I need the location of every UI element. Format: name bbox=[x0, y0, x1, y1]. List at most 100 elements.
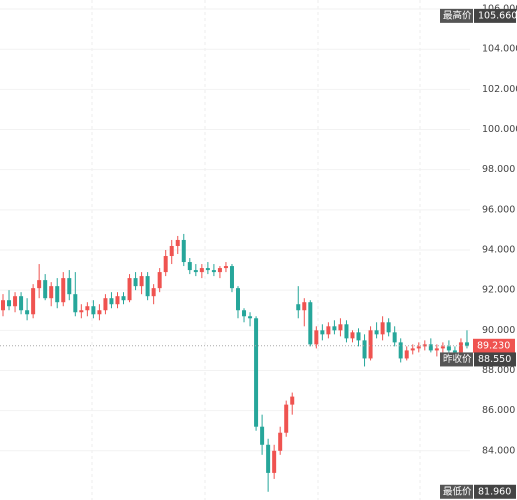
candle-body bbox=[302, 302, 307, 311]
candle-body bbox=[199, 268, 204, 273]
candle-body bbox=[404, 350, 409, 359]
marker-value-box bbox=[474, 484, 516, 499]
candle-body bbox=[320, 330, 325, 335]
marker-name: 最低价 bbox=[443, 485, 472, 497]
candle-body bbox=[242, 310, 247, 317]
last-price-box bbox=[473, 338, 515, 353]
candle-body bbox=[103, 298, 108, 311]
candle-body bbox=[440, 346, 445, 349]
marker-name-box bbox=[440, 8, 473, 23]
candle-body bbox=[254, 318, 259, 427]
candle-body bbox=[452, 350, 457, 353]
candle-body bbox=[49, 286, 54, 299]
candle-body bbox=[416, 346, 421, 349]
y-tick-label: 102.000 bbox=[482, 84, 517, 95]
candle-body bbox=[175, 239, 180, 246]
candle-body bbox=[344, 324, 349, 339]
candle-body bbox=[428, 344, 433, 351]
candle-body bbox=[266, 444, 271, 473]
candle-body bbox=[392, 332, 397, 343]
candle-body bbox=[314, 330, 319, 345]
candle-body bbox=[434, 348, 439, 351]
candle-body bbox=[91, 306, 96, 315]
candle-body bbox=[61, 278, 66, 303]
candle-body bbox=[67, 278, 72, 295]
candle-body bbox=[1, 300, 5, 311]
last-price-label: 89.230 bbox=[477, 340, 510, 351]
y-tick-label: 104.000 bbox=[482, 44, 517, 55]
y-tick-label: 88.000 bbox=[482, 365, 515, 376]
candle-body bbox=[296, 304, 301, 311]
candle-body bbox=[13, 296, 18, 307]
candle-body bbox=[422, 344, 427, 347]
marker-value-box bbox=[474, 352, 516, 367]
candle-body bbox=[386, 322, 391, 333]
candle-body bbox=[229, 266, 234, 289]
candle-body bbox=[25, 310, 30, 315]
candle-body bbox=[446, 346, 451, 351]
candle-body bbox=[236, 288, 240, 311]
y-tick-label: 98.000 bbox=[482, 164, 515, 175]
y-tick-label: 94.000 bbox=[482, 245, 515, 256]
candle-body bbox=[97, 310, 102, 315]
marker-value: 105.660 bbox=[478, 10, 517, 21]
candle-body bbox=[356, 332, 361, 341]
candle-body bbox=[380, 322, 385, 335]
candle-body bbox=[217, 268, 222, 273]
candle-body bbox=[73, 294, 78, 313]
candle-body bbox=[19, 296, 24, 311]
candle-body bbox=[248, 316, 253, 319]
candle-body bbox=[31, 288, 36, 315]
marker-name-box bbox=[440, 484, 473, 499]
candle-body bbox=[193, 270, 198, 273]
candle-body bbox=[223, 266, 228, 269]
candle-body bbox=[115, 296, 120, 305]
marker-name: 昨收价 bbox=[443, 353, 472, 365]
candle-body bbox=[362, 340, 367, 359]
candle-body bbox=[338, 324, 343, 331]
candle-body bbox=[55, 286, 60, 303]
y-tick-label: 96.000 bbox=[482, 204, 515, 215]
candle-body bbox=[398, 342, 403, 359]
y-tick-label: 100.000 bbox=[482, 124, 517, 135]
candle-body bbox=[79, 310, 84, 313]
candle-body bbox=[211, 270, 216, 273]
marker-value: 88.550 bbox=[478, 354, 511, 365]
candle-body bbox=[169, 245, 174, 257]
candle-body bbox=[157, 272, 162, 289]
candle-body bbox=[350, 332, 355, 339]
y-tick-label: 90.000 bbox=[482, 325, 515, 336]
candle-body bbox=[121, 296, 126, 301]
marker-name: 最高价 bbox=[443, 9, 472, 21]
y-tick-label: 84.000 bbox=[482, 445, 515, 456]
candle-body bbox=[85, 306, 90, 311]
marker-name-box bbox=[440, 352, 473, 367]
candle-body bbox=[464, 342, 469, 346]
vertical-grid bbox=[91, 0, 421, 500]
candle-body bbox=[145, 276, 150, 297]
candle-body bbox=[181, 239, 186, 263]
candle-body bbox=[109, 298, 114, 305]
marker-value: 81.960 bbox=[478, 486, 511, 497]
candle-body bbox=[308, 302, 313, 345]
candle-body bbox=[205, 268, 210, 271]
candle-body bbox=[278, 432, 283, 451]
candle-body bbox=[290, 396, 295, 405]
candle-body bbox=[458, 342, 463, 353]
candle-body bbox=[133, 278, 138, 287]
candle-body bbox=[284, 404, 289, 433]
candle-body bbox=[374, 330, 379, 335]
marker-value-box bbox=[474, 8, 516, 23]
y-tick-label: 86.000 bbox=[482, 405, 515, 416]
candle-body bbox=[326, 326, 331, 335]
candle-body bbox=[410, 348, 415, 351]
candle-body bbox=[127, 278, 132, 301]
candle-body bbox=[7, 300, 12, 307]
candle-body bbox=[187, 262, 192, 271]
y-tick-label: 92.000 bbox=[482, 285, 515, 296]
candle-body bbox=[163, 256, 168, 273]
candle-body bbox=[151, 288, 156, 297]
candle-body bbox=[260, 426, 265, 445]
candle-body bbox=[43, 280, 48, 299]
